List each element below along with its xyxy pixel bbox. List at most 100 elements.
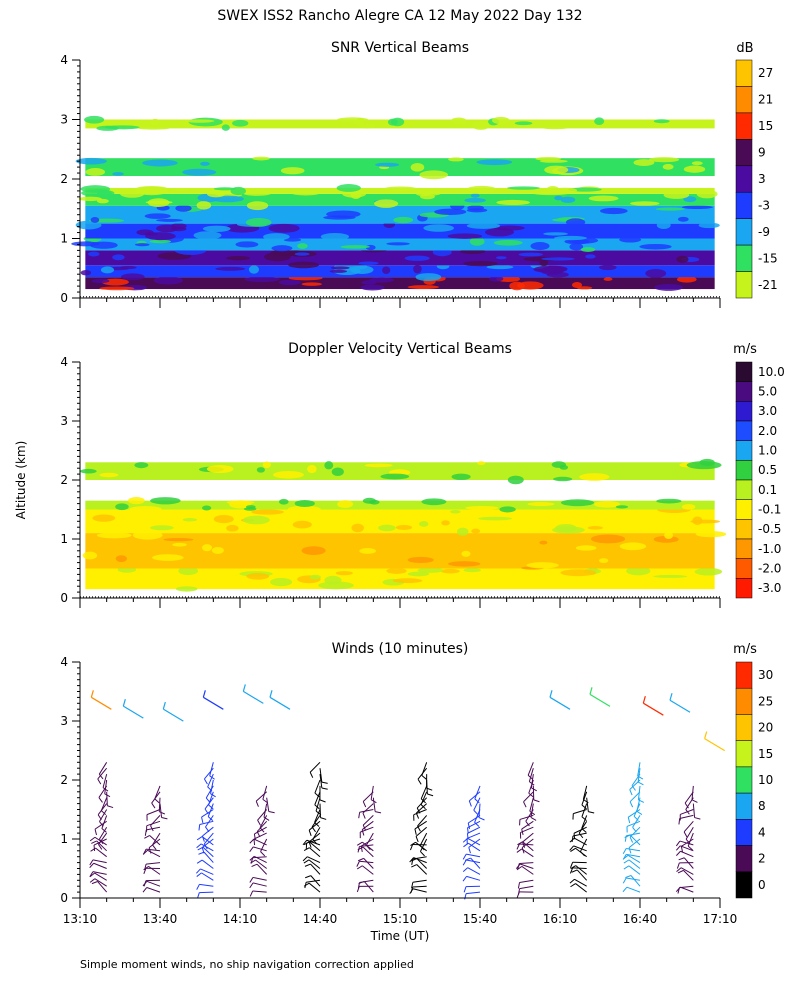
wind-barb [683,870,694,881]
heatmap-blob [471,528,481,534]
colorbar-label: 4 [758,825,766,839]
heatmap-blob [579,473,610,481]
heatmap-blob [461,550,471,557]
heatmap-blob [324,461,334,470]
colorbar-label: 21 [758,93,773,107]
panel-doppler-title: Doppler Velocity Vertical Beams [288,341,512,357]
heatmap-blob [441,568,460,574]
heatmap-blob [120,265,137,270]
heatmap-blob [629,201,660,206]
heatmap-blob [463,260,498,267]
upper-wind-barb-flag [269,690,273,698]
heatmap-blob [585,254,596,259]
heatmap-blob [78,196,102,202]
wind-barb [200,843,214,852]
wind-barb [202,846,214,858]
wind-barb-flag [677,869,684,874]
wind-barb [467,867,481,875]
colorbar-label: 2 [758,852,766,866]
wind-barb-flag [303,882,310,887]
wind-barb-flag [249,838,255,844]
colorbar-swatch [735,766,753,794]
wind-barb-flag [419,845,425,851]
colorbar-swatch [735,59,753,87]
heatmap-blob [653,535,679,543]
upper-wind-barb-flag [704,731,708,739]
wind-barb-flag [302,839,308,846]
colorbar-swatch [735,792,753,820]
wind-barb-flag [321,781,328,784]
wind-barb-flag [421,775,427,780]
wind-barb-flag [624,835,627,842]
wind-barb [252,882,267,887]
wind-barb [319,768,323,783]
wind-barb-flag [308,830,312,837]
wind-barb-flag [262,798,269,804]
wind-barb [150,815,161,827]
panel-snr-colorbar-unit: dB [736,41,753,56]
heatmap-blob [451,473,471,481]
wind-barb [359,879,374,883]
wind-barb-flag [304,882,307,889]
wind-barb [259,815,268,828]
heatmap-blob [375,162,400,167]
upper-wind-barb [704,738,725,752]
wind-barb [203,832,214,845]
upper-wind-barb [203,696,224,710]
heatmap-blob [382,266,391,274]
heatmap-blob [301,282,322,286]
heatmap-blob [263,233,290,241]
wind-barb [315,797,321,812]
wind-barb-flag [102,787,109,792]
heatmap-blob [80,468,97,474]
wind-barb-flag [581,828,587,833]
wind-barb [412,885,427,888]
heatmap-blob [112,254,125,261]
wind-barb [467,820,481,829]
heatmap-blob [359,548,376,554]
heatmap-blob [419,170,449,180]
wind-barb-flag [315,810,322,816]
wind-barb-flag [195,868,201,874]
wind-barb-flag [91,881,98,885]
heatmap-blob [491,116,510,125]
heatmap-blob [175,204,192,212]
x-tick-label: 17:10 [703,912,738,926]
colorbar-label: -15 [758,251,778,265]
heatmap-blob [170,223,187,230]
wind-barb-flag [569,878,575,884]
wind-barb-flag [161,817,168,820]
heatmap-blob [648,157,680,163]
wind-barb [252,890,267,893]
wind-barb [93,862,107,869]
colorbar-swatch [735,381,753,402]
wind-barb-flag [570,865,577,870]
heatmap-blob [200,161,210,166]
wind-barb-flag [573,833,576,840]
heatmap-blob [603,277,613,281]
wind-barb-flag [411,882,414,889]
wind-barb-flag [101,828,107,833]
wind-barb [146,820,161,827]
wind-barb [159,803,163,818]
heatmap-blob [599,264,617,271]
panel-snr-colorbar: 27 21 15 9 3 -3 -9 -15 -21 [735,59,778,299]
heatmap-blob [683,196,697,203]
wind-barb [310,863,321,875]
heatmap-blob [163,537,194,542]
heatmap-blob [580,247,596,252]
heatmap-blob [484,227,515,237]
wind-barb-flag [691,799,698,803]
heatmap-blob [466,208,488,213]
wind-barb [312,826,321,840]
heatmap-blob [150,525,174,531]
heatmap-blob [594,500,621,508]
colorbar-label: 8 [758,799,766,813]
heatmap-blob [535,156,562,161]
wind-barb-flag [680,846,684,853]
wind-barb-flag [676,862,680,869]
wind-barb [414,820,427,830]
wind-barb [684,791,694,804]
wind-barb [306,879,321,883]
